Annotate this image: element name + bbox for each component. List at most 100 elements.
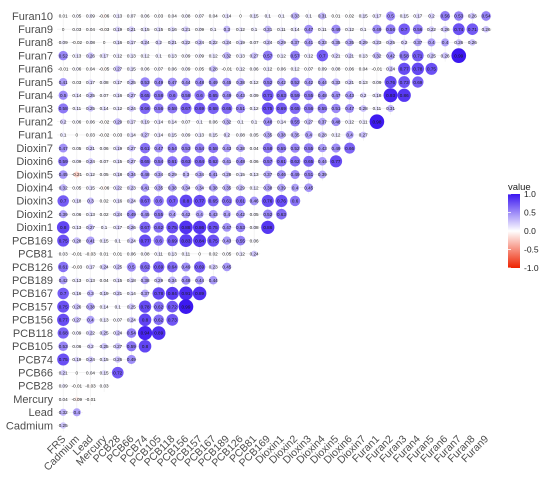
correlation-cell	[88, 27, 93, 32]
correlation-cell	[207, 102, 219, 115]
correlation-cell	[428, 52, 435, 59]
cell-value-label: 0.09	[250, 93, 259, 98]
cell-value-label: 0.3	[87, 199, 94, 204]
cell-value-label: 0.76	[263, 199, 272, 204]
correlation-cell	[169, 39, 176, 46]
cell-value-label: 0.22	[209, 40, 218, 45]
cell-value-label: 0.12	[113, 106, 122, 111]
cell-value-label: 0.57	[291, 53, 300, 58]
cell-value-label: 0.11	[154, 251, 163, 256]
cell-value-label: 0.83	[181, 238, 190, 243]
cell-value-label: 0.24	[250, 251, 259, 256]
correlation-cell	[347, 119, 353, 125]
correlation-cell	[60, 422, 67, 429]
cell-value-label: 0.24	[86, 357, 95, 362]
correlation-cell	[222, 157, 231, 166]
correlation-cell	[236, 210, 245, 219]
correlation-cell	[128, 39, 135, 46]
cell-value-label: 0.6	[292, 199, 299, 204]
cell-value-label: 0.12	[332, 133, 341, 138]
cell-value-label: 0.38	[263, 185, 272, 190]
correlation-cell	[238, 132, 243, 138]
correlation-cell	[60, 132, 66, 138]
correlation-cell	[385, 24, 396, 35]
legend-tick-label: -0.5	[524, 245, 539, 255]
cell-value-label: 0.4	[292, 185, 299, 190]
cell-value-label: 0.34	[195, 172, 204, 177]
cell-value-label: 0.67	[141, 199, 150, 204]
cell-value-label: 0.1	[115, 238, 122, 243]
cell-value-label: 0.27	[113, 67, 122, 72]
cell-value-label: 0.42	[236, 212, 245, 217]
cell-value-label: 0.15	[154, 27, 163, 32]
cell-value-label: 0.05	[100, 172, 109, 177]
correlation-cell	[102, 383, 107, 388]
correlation-cell	[251, 171, 257, 178]
correlation-cell	[359, 131, 367, 139]
correlation-cell	[276, 143, 287, 153]
correlation-cell	[193, 261, 206, 273]
correlation-cell	[263, 117, 273, 127]
cell-value-label: 0.24	[127, 106, 136, 111]
correlation-cell	[74, 212, 79, 217]
correlation-cell	[114, 145, 121, 151]
correlation-cell	[128, 197, 135, 205]
correlation-cell	[263, 77, 273, 87]
cell-value-label: 0.13	[168, 251, 177, 256]
cell-value-label: 0.23	[127, 185, 136, 190]
cell-value-label: 0.24	[127, 199, 136, 204]
cell-value-label: 0.35	[332, 40, 341, 45]
cell-value-label: 0.51	[304, 172, 313, 177]
correlation-cell	[278, 39, 285, 46]
cell-value-label: 0.24	[113, 331, 122, 336]
cell-value-label: 0.02	[100, 199, 109, 204]
correlation-cell	[318, 143, 327, 153]
correlation-cell	[126, 209, 136, 219]
cell-value-label: 0.24	[100, 265, 109, 270]
correlation-cell	[236, 78, 245, 86]
correlation-cell	[169, 132, 175, 138]
correlation-cell	[179, 286, 193, 301]
correlation-cell	[263, 170, 272, 179]
correlation-cell	[251, 92, 257, 98]
correlation-cell	[318, 131, 326, 139]
correlation-cell	[304, 130, 313, 139]
cell-value-label: 0.1	[101, 225, 108, 230]
correlation-cell	[58, 156, 69, 167]
correlation-cell	[275, 194, 288, 207]
correlation-cell	[72, 408, 81, 417]
y-tick-label: Furan5	[18, 77, 53, 89]
cell-value-label: 0.54	[168, 146, 177, 151]
grid-lines	[57, 10, 493, 432]
correlation-cell	[238, 119, 243, 125]
correlation-cell	[223, 52, 231, 60]
correlation-cell	[451, 48, 467, 63]
correlation-cell	[170, 13, 175, 19]
cell-value-label: 0.12	[209, 53, 218, 58]
cell-value-label: -0.01	[72, 251, 83, 256]
correlation-cell	[128, 303, 135, 310]
cell-value-label: 0.28	[359, 106, 368, 111]
cell-value-label: 0.5	[128, 265, 135, 270]
cell-value-label: 0.41	[222, 159, 231, 164]
cell-value-label: 0.61	[141, 146, 150, 151]
cell-value-label: -0.03	[85, 251, 96, 256]
correlation-cell	[207, 195, 219, 207]
correlation-cell	[181, 143, 191, 153]
cell-value-label: 0.49	[332, 146, 341, 151]
correlation-cell	[101, 105, 107, 112]
correlation-cell	[195, 275, 204, 285]
cell-value-label: 0.47	[154, 146, 163, 151]
correlation-cell	[88, 383, 93, 388]
cell-value-label: -0.02	[99, 119, 110, 124]
correlation-cell	[74, 330, 80, 336]
correlation-cell	[181, 275, 191, 285]
color-legend: value 1.0 0.5 0.0 -0.5 -1.0	[508, 182, 539, 273]
correlation-cell	[208, 77, 218, 87]
cell-value-label: 0.14	[222, 14, 231, 19]
correlation-cell	[183, 13, 189, 19]
cell-value-label: 0.58	[154, 93, 163, 98]
correlation-cell	[155, 276, 163, 284]
correlation-cell	[74, 265, 79, 269]
cell-value-label: 0.7	[401, 27, 408, 32]
